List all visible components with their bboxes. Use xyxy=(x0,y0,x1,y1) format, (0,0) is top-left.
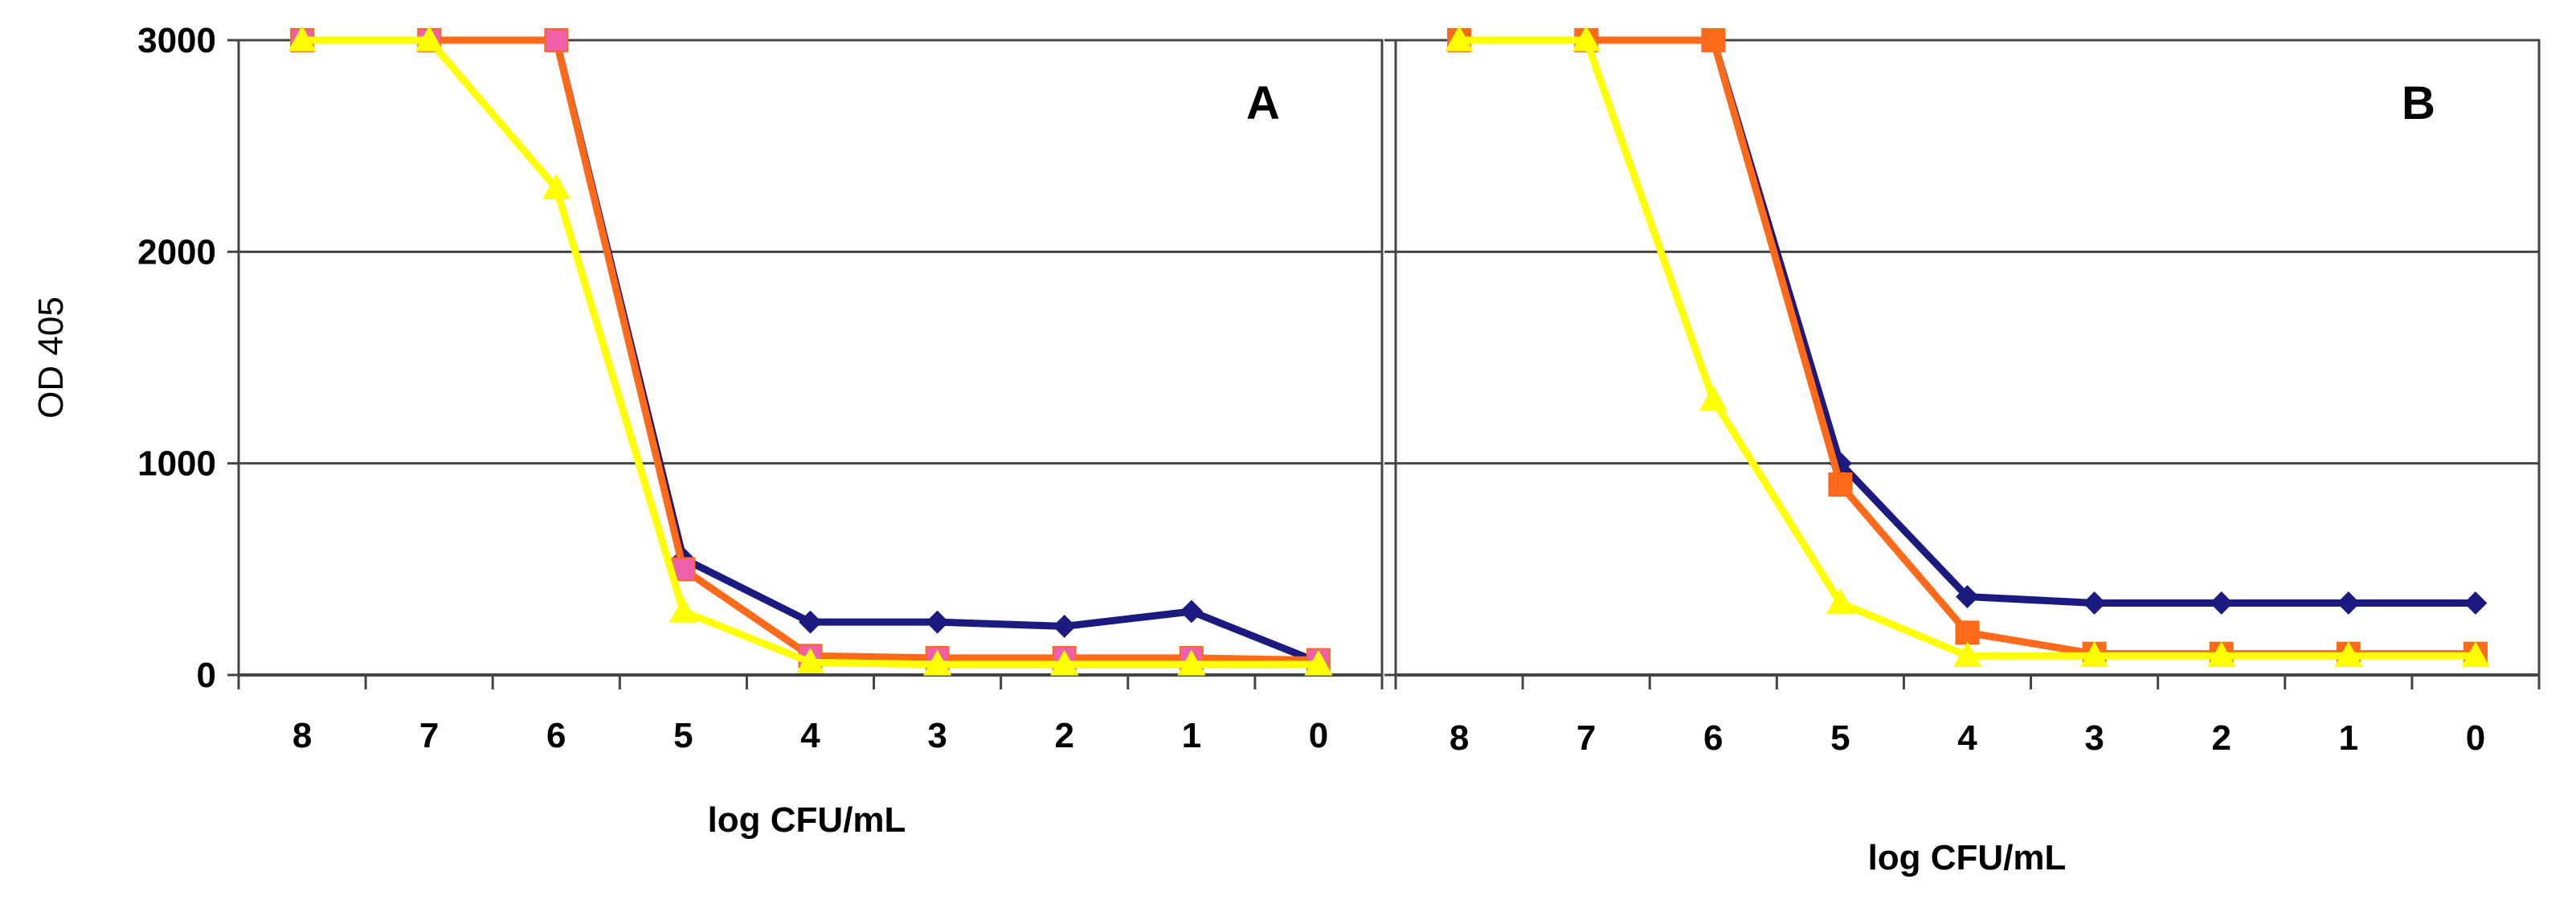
x-tick-label: 7 xyxy=(419,716,439,755)
x-tick-label: 6 xyxy=(546,716,566,755)
data-point-diamond xyxy=(926,610,950,634)
data-point-triangle xyxy=(2079,641,2109,668)
data-point-triangle xyxy=(1050,649,1079,676)
data-point-triangle xyxy=(1572,25,1601,51)
panel-a: 0 1000 2000 3000 8 7 6 5 4 3 2 1 0 A log CFU/mL OD … xyxy=(31,21,1384,840)
x-tick-label: 6 xyxy=(1703,718,1723,758)
x-tick-label: 3 xyxy=(927,716,947,755)
x-tick-label: 4 xyxy=(1957,718,1977,758)
panel-label-b: B xyxy=(2402,77,2435,129)
data-point-triangle xyxy=(1826,588,1855,615)
x-axis-title-b: log CFU/mL xyxy=(1868,838,2067,877)
data-point-triangle xyxy=(922,649,952,676)
y-axis-title-a: OD 405 xyxy=(31,297,71,419)
x-tick-label: 7 xyxy=(1576,718,1596,758)
data-point-diamond xyxy=(2337,591,2361,615)
data-point-diamond xyxy=(1956,585,1979,608)
x-tick-label: 2 xyxy=(1054,716,1073,755)
data-point-square xyxy=(1955,620,1980,645)
plot-area-a xyxy=(237,39,1384,677)
x-tick-label: 5 xyxy=(673,716,693,755)
data-point-diamond xyxy=(1053,615,1077,638)
x-tick-label: 3 xyxy=(2084,718,2104,758)
y-tick-label: 2000 xyxy=(137,232,216,272)
x-tick-label: 2 xyxy=(2211,718,2230,758)
series-a xyxy=(288,25,1333,676)
data-point-triangle xyxy=(2461,641,2490,668)
data-point-triangle xyxy=(288,25,317,51)
x-tick-label: 5 xyxy=(1830,718,1850,758)
series-b xyxy=(1445,25,2490,668)
x-tick-label: 0 xyxy=(1309,716,1328,755)
y-tick-label: 1000 xyxy=(137,444,216,484)
data-point-diamond xyxy=(2464,591,2488,615)
x-tick-label: 0 xyxy=(2466,718,2485,758)
plot-area-b xyxy=(1394,39,2541,677)
data-point-triangle xyxy=(1445,25,1474,51)
data-point-triangle xyxy=(1952,641,1982,668)
data-point-diamond xyxy=(2210,591,2234,615)
data-point-square xyxy=(544,28,569,52)
panel-label-a: A xyxy=(1246,77,1280,129)
data-point-triangle xyxy=(2334,641,2363,668)
x-tick-labels-a: 8 7 6 5 4 3 2 1 0 xyxy=(292,716,1328,755)
x-tick-labels-b: 8 7 6 5 4 3 2 1 0 xyxy=(1450,718,2485,758)
y-tick-label: 0 xyxy=(197,656,216,695)
data-point-triangle xyxy=(795,648,825,673)
x-tick-label: 4 xyxy=(800,716,820,755)
axes-b xyxy=(1384,39,2541,689)
data-point-triangle xyxy=(542,174,570,200)
data-point-triangle xyxy=(669,596,698,623)
data-point-square xyxy=(1701,28,1726,52)
panel-b: 8 7 6 5 4 3 2 1 0 B log CFU/mL xyxy=(1384,25,2541,877)
data-point-triangle xyxy=(1699,385,1728,411)
data-point-triangle xyxy=(1304,649,1333,676)
x-tick-label: 1 xyxy=(1182,716,1201,755)
x-tick-label: 8 xyxy=(1450,718,1469,758)
x-tick-label: 8 xyxy=(292,716,312,755)
x-tick-label: 1 xyxy=(2339,718,2358,758)
y-tick-label: 3000 xyxy=(137,21,216,60)
data-point-triangle xyxy=(2207,641,2236,668)
data-point-diamond xyxy=(1180,599,1204,624)
gridlines-b xyxy=(1396,250,2539,465)
data-point-diamond xyxy=(799,610,822,634)
data-point-triangle xyxy=(1177,649,1206,676)
y-tick-labels-a: 0 1000 2000 3000 xyxy=(137,21,216,695)
x-axis-title-a: log CFU/mL xyxy=(708,800,906,840)
data-point-diamond xyxy=(2083,591,2107,615)
gridlines-a xyxy=(239,250,1382,465)
data-point-square xyxy=(1828,472,1853,497)
data-point-triangle xyxy=(415,25,444,51)
